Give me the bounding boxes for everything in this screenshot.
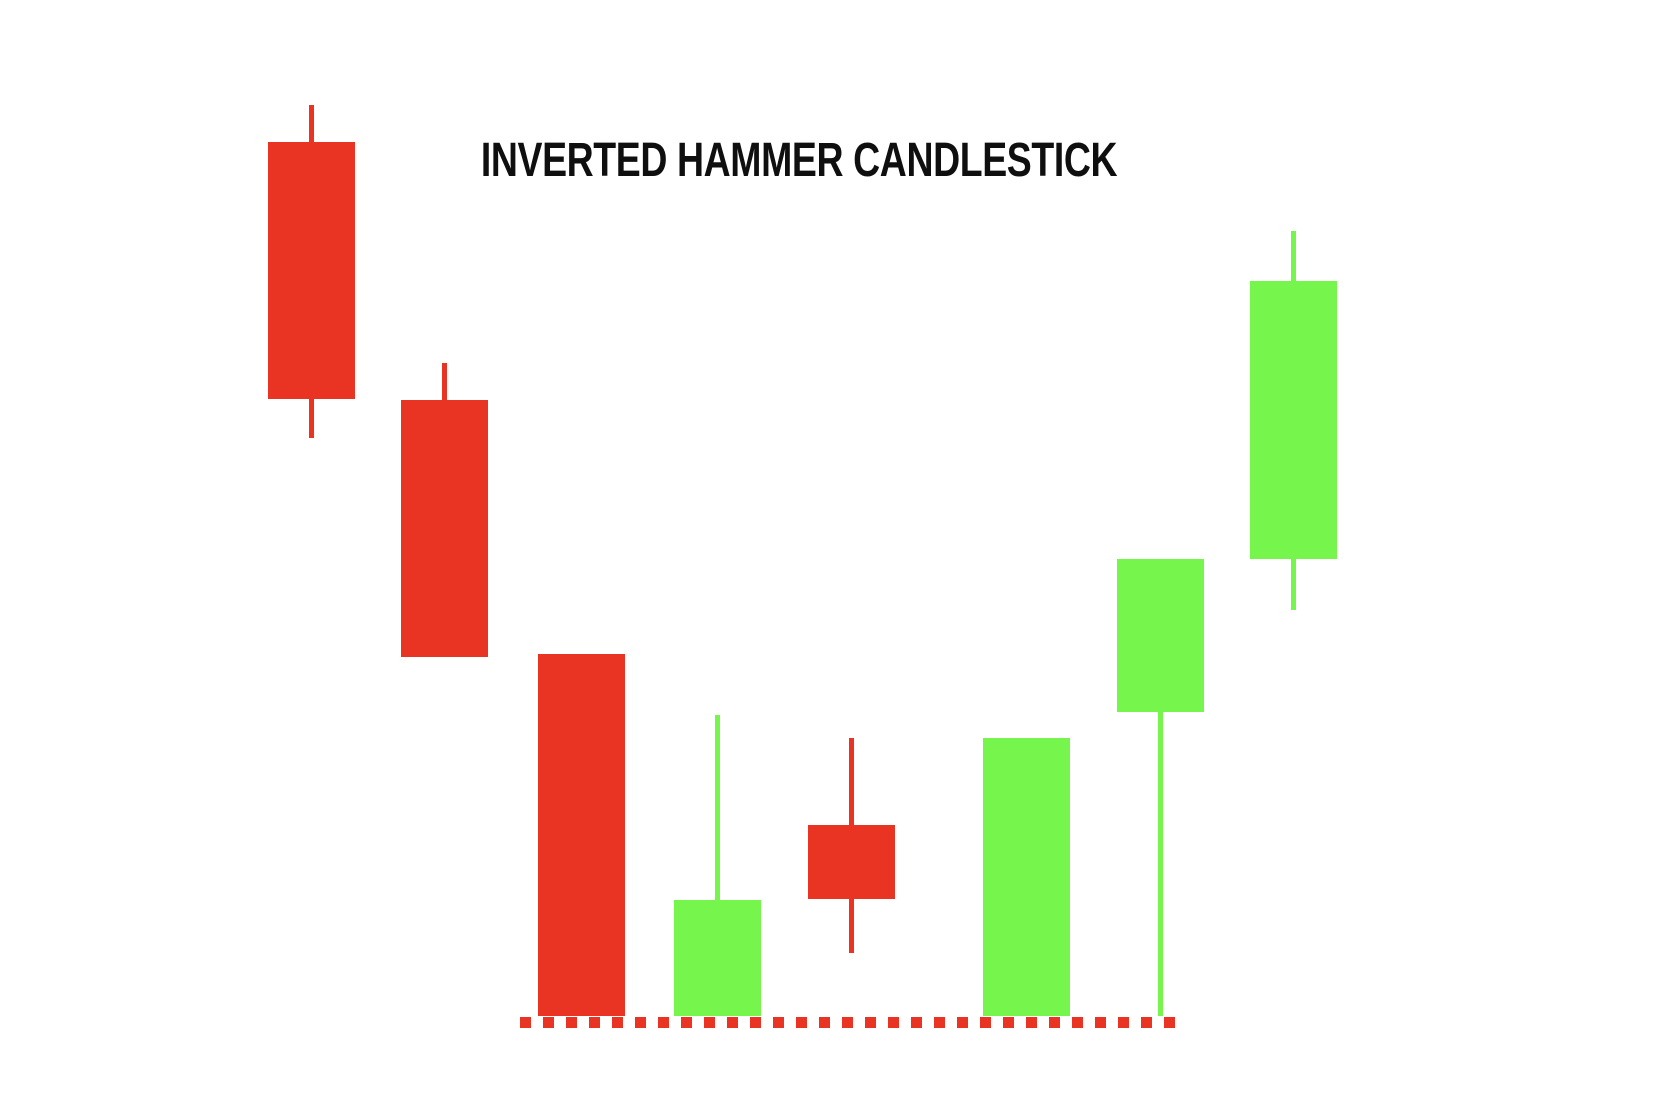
support-line: [520, 1017, 1185, 1028]
candle-7-lower-wick: [1157, 711, 1163, 1016]
candle-8-upper-wick: [1291, 231, 1296, 282]
candle-4-body: [673, 900, 761, 1016]
candle-5-lower-wick: [849, 898, 854, 953]
candle-3-body: [537, 654, 625, 1016]
candle-8-lower-wick: [1291, 558, 1296, 610]
candle-2-upper-wick: [442, 363, 447, 401]
candle-1-body: [268, 142, 355, 399]
candle-2-body: [401, 400, 488, 657]
candle-8-body: [1250, 281, 1337, 559]
candle-5-upper-wick: [849, 738, 854, 826]
chart-title: INVERTED HAMMER CANDLESTICK: [480, 134, 1118, 187]
candle-6-body: [982, 738, 1070, 1016]
candle-5-body: [808, 825, 895, 899]
candle-4-upper-wick: [714, 715, 720, 901]
candle-7-body: [1116, 559, 1204, 712]
candle-1-lower-wick: [309, 398, 314, 438]
candle-1-upper-wick: [309, 105, 314, 143]
